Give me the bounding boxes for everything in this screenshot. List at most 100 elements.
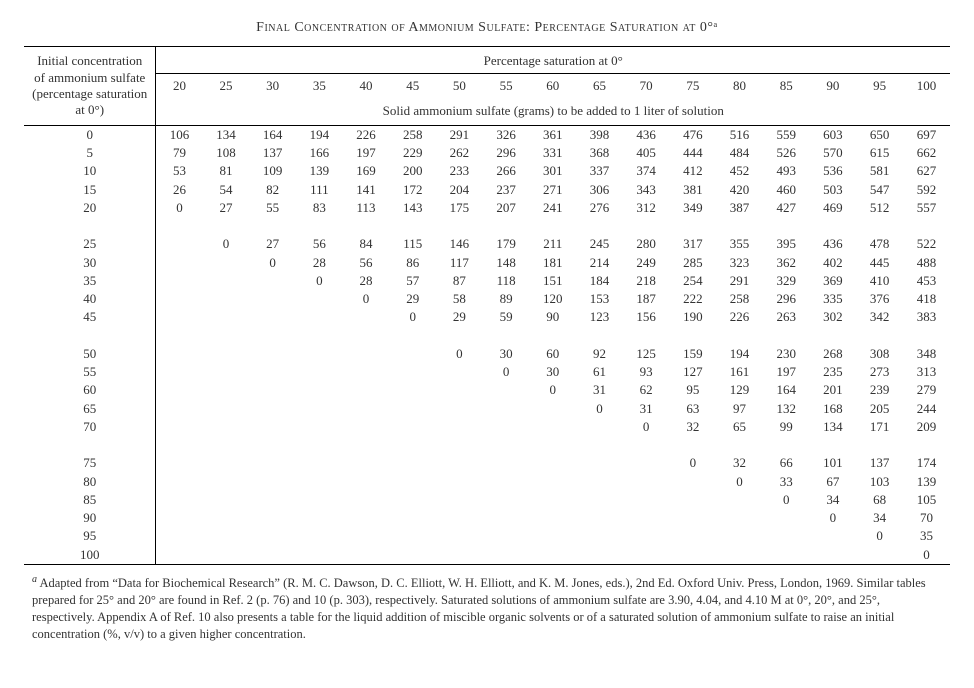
data-cell: 342 (856, 308, 903, 326)
data-cell: 159 (670, 345, 717, 363)
data-cell: 65 (716, 418, 763, 436)
data-cell: 376 (856, 290, 903, 308)
data-cell: 161 (716, 363, 763, 381)
data-cell: 89 (483, 290, 530, 308)
footnote-marker: a (32, 574, 37, 585)
data-cell: 0 (856, 527, 903, 545)
data-cell (670, 527, 717, 545)
data-cell (156, 254, 203, 272)
data-cell (483, 473, 530, 491)
data-cell: 0 (296, 272, 343, 290)
data-cell (389, 509, 436, 527)
data-cell: 84 (343, 235, 390, 253)
data-cell (203, 272, 250, 290)
data-cell (156, 345, 203, 363)
data-cell (343, 509, 390, 527)
data-cell (343, 345, 390, 363)
data-cell (203, 345, 250, 363)
data-cell (389, 345, 436, 363)
data-cell: 175 (436, 199, 483, 217)
data-cell (763, 509, 810, 527)
data-cell (203, 509, 250, 527)
data-cell: 153 (576, 290, 623, 308)
data-cell: 557 (903, 199, 950, 217)
data-cell (343, 308, 390, 326)
data-cell: 174 (903, 454, 950, 472)
row-header: 10 (24, 162, 156, 180)
data-cell: 493 (763, 162, 810, 180)
data-cell: 697 (903, 125, 950, 144)
data-cell: 34 (856, 509, 903, 527)
data-cell (203, 454, 250, 472)
data-cell (529, 491, 576, 509)
data-cell: 194 (296, 125, 343, 144)
data-cell: 291 (716, 272, 763, 290)
data-cell: 125 (623, 345, 670, 363)
data-cell: 207 (483, 199, 530, 217)
data-cell (389, 400, 436, 418)
data-cell (529, 473, 576, 491)
data-cell (436, 454, 483, 472)
data-cell: 302 (810, 308, 857, 326)
data-cell: 31 (576, 381, 623, 399)
data-cell: 488 (903, 254, 950, 272)
data-cell (576, 473, 623, 491)
data-cell: 460 (763, 181, 810, 199)
data-cell (389, 491, 436, 509)
data-cell: 230 (763, 345, 810, 363)
data-cell: 258 (389, 125, 436, 144)
data-cell (483, 491, 530, 509)
data-cell (203, 290, 250, 308)
data-cell (249, 454, 296, 472)
data-cell (203, 473, 250, 491)
data-cell: 348 (903, 345, 950, 363)
data-cell (296, 290, 343, 308)
data-cell: 200 (389, 162, 436, 180)
data-cell: 0 (249, 254, 296, 272)
data-cell: 0 (436, 345, 483, 363)
data-cell: 211 (529, 235, 576, 253)
data-cell: 32 (716, 454, 763, 472)
column-header: 25 (203, 74, 250, 99)
row-header: 25 (24, 235, 156, 253)
row-header: 15 (24, 181, 156, 199)
data-cell: 0 (389, 308, 436, 326)
data-cell: 452 (716, 162, 763, 180)
data-cell (156, 491, 203, 509)
column-header: 35 (296, 74, 343, 99)
column-header: 60 (529, 74, 576, 99)
data-cell: 453 (903, 272, 950, 290)
data-cell: 0 (810, 509, 857, 527)
data-cell (343, 381, 390, 399)
data-cell (156, 290, 203, 308)
data-cell (436, 418, 483, 436)
data-cell: 168 (810, 400, 857, 418)
data-cell: 627 (903, 162, 950, 180)
data-cell: 368 (576, 144, 623, 162)
data-cell: 313 (903, 363, 950, 381)
data-cell: 381 (670, 181, 717, 199)
data-cell (716, 527, 763, 545)
data-cell: 62 (623, 381, 670, 399)
data-cell: 26 (156, 181, 203, 199)
column-header: 80 (716, 74, 763, 99)
table-header: Initial concentration of ammonium sulfat… (24, 47, 950, 126)
data-cell (436, 381, 483, 399)
data-cell (483, 454, 530, 472)
data-cell: 201 (810, 381, 857, 399)
data-cell (716, 491, 763, 509)
column-header: 90 (810, 74, 857, 99)
column-header: 50 (436, 74, 483, 99)
data-cell: 86 (389, 254, 436, 272)
data-cell (156, 527, 203, 545)
data-cell: 209 (903, 418, 950, 436)
data-cell (483, 418, 530, 436)
data-cell (389, 363, 436, 381)
data-cell: 343 (623, 181, 670, 199)
data-cell (623, 546, 670, 565)
data-cell: 436 (623, 125, 670, 144)
data-cell: 118 (483, 272, 530, 290)
data-cell: 137 (249, 144, 296, 162)
data-cell (156, 400, 203, 418)
data-cell (156, 272, 203, 290)
